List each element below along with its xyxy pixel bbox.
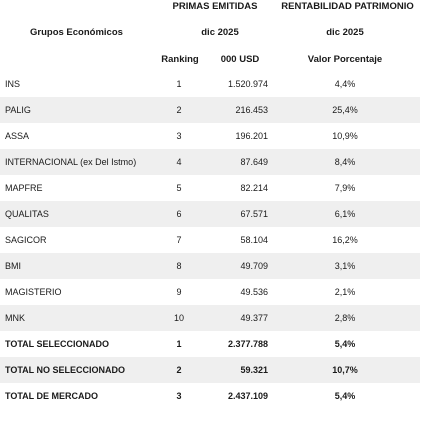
rentabilidad-cell: 4,4% <box>334 79 356 89</box>
primas-title: PRIMAS EMITIDAS <box>172 1 258 12</box>
primas-cell: 58.104 <box>240 235 268 245</box>
total-row: TOTAL DE MERCADO 3 2.437.109 5,4% <box>0 383 420 409</box>
ranking-cell: 4 <box>176 157 182 167</box>
table-row: PALIG 2 216.453 25,4% <box>0 97 420 123</box>
primas-cell: 49.536 <box>240 287 268 297</box>
ranking-cell: 2 <box>176 105 182 115</box>
table-row: MNK 10 49.377 2,8% <box>0 305 420 331</box>
ranking-cell: 2 <box>176 365 182 375</box>
ranking-cell: 6 <box>176 209 182 219</box>
table-row: SAGICOR 7 58.104 16,2% <box>0 227 420 253</box>
group-name-cell: MNK <box>5 313 25 323</box>
primas-cell: 49.377 <box>240 313 268 323</box>
primas-cell: 82.214 <box>240 183 268 193</box>
primas-cell: 2.377.788 <box>227 339 268 349</box>
rentabilidad-cell: 16,2% <box>332 235 358 245</box>
total-row: TOTAL NO SELECCIONADO 2 59.321 10,7% <box>0 357 420 383</box>
ranking-cell: 3 <box>176 391 182 401</box>
group-name-cell: PALIG <box>5 105 31 115</box>
primas-cell: 196.201 <box>235 131 268 141</box>
ranking-cell: 7 <box>176 235 182 245</box>
table-row: BMI 8 49.709 3,1% <box>0 253 420 279</box>
rentabilidad-cell: 25,4% <box>332 105 358 115</box>
group-name-cell: SAGICOR <box>5 235 47 245</box>
ranking-cell: 9 <box>176 287 182 297</box>
usd-header: 000 USD <box>220 54 260 65</box>
rentabilidad-cell: 10,9% <box>332 131 358 141</box>
total-row: TOTAL SELECCIONADO 1 2.377.788 5,4% <box>0 331 420 357</box>
rent-period: dic 2025 <box>326 27 364 38</box>
primas-period: dic 2025 <box>201 27 239 38</box>
table-row: QUALITAS 6 67.571 6,1% <box>0 201 420 227</box>
ranking-cell: 5 <box>176 183 182 193</box>
group-name-cell: QUALITAS <box>5 209 49 219</box>
primas-cell: 59.321 <box>240 365 268 375</box>
group-name-cell: INS <box>5 79 21 89</box>
group-name-cell: MAGISTERIO <box>5 287 62 297</box>
rentabilidad-cell: 7,9% <box>334 183 356 193</box>
rentabilidad-cell: 2,8% <box>334 313 356 323</box>
group-name-cell: TOTAL SELECCIONADO <box>5 339 110 349</box>
primas-cell: 87.649 <box>240 157 268 167</box>
rentabilidad-cell: 2,1% <box>334 287 356 297</box>
group-name-cell: ASSA <box>5 131 30 141</box>
table-row: INTERNACIONAL (ex Del Istmo) 4 87.649 8,4% <box>0 149 420 175</box>
group-name-cell: TOTAL NO SELECCIONADO <box>5 365 126 375</box>
primas-cell: 67.571 <box>240 209 268 219</box>
group-name-cell: MAPFRE <box>5 183 43 193</box>
table-row: INS 1 1.520.974 4,4% <box>0 71 420 97</box>
table-row: ASSA 3 196.201 10,9% <box>0 123 420 149</box>
ranking-cell: 1 <box>176 339 182 349</box>
group-name-cell: INTERNACIONAL (ex Del Istmo) <box>5 157 137 167</box>
table-row: MAPFRE 5 82.214 7,9% <box>0 175 420 201</box>
ranking-header: Ranking <box>161 54 199 65</box>
rentabilidad-cell: 6,1% <box>334 209 356 219</box>
rentabilidad-cell: 5,4% <box>334 339 356 349</box>
pct-header: Valor Porcentaje <box>307 54 383 65</box>
ranking-cell: 10 <box>173 313 184 323</box>
group-name-cell: BMI <box>5 261 22 271</box>
rentabilidad-cell: 3,1% <box>334 261 356 271</box>
group-name-cell: TOTAL DE MERCADO <box>5 391 99 401</box>
rent-title: RENTABILIDAD PATRIMONIO <box>281 1 414 12</box>
rentabilidad-cell: 8,4% <box>334 157 356 167</box>
ranking-cell: 1 <box>176 79 182 89</box>
rentabilidad-cell: 5,4% <box>334 391 356 401</box>
rentabilidad-cell: 10,7% <box>332 365 358 375</box>
table-row: MAGISTERIO 9 49.536 2,1% <box>0 279 420 305</box>
ranking-cell: 8 <box>176 261 182 271</box>
group-column-header: Grupos Económicos <box>30 27 123 38</box>
primas-cell: 49.709 <box>240 261 268 271</box>
ranking-cell: 3 <box>176 131 182 141</box>
primas-cell: 216.453 <box>235 105 268 115</box>
primas-cell: 1.520.974 <box>227 79 268 89</box>
primas-cell: 2.437.109 <box>227 391 268 401</box>
